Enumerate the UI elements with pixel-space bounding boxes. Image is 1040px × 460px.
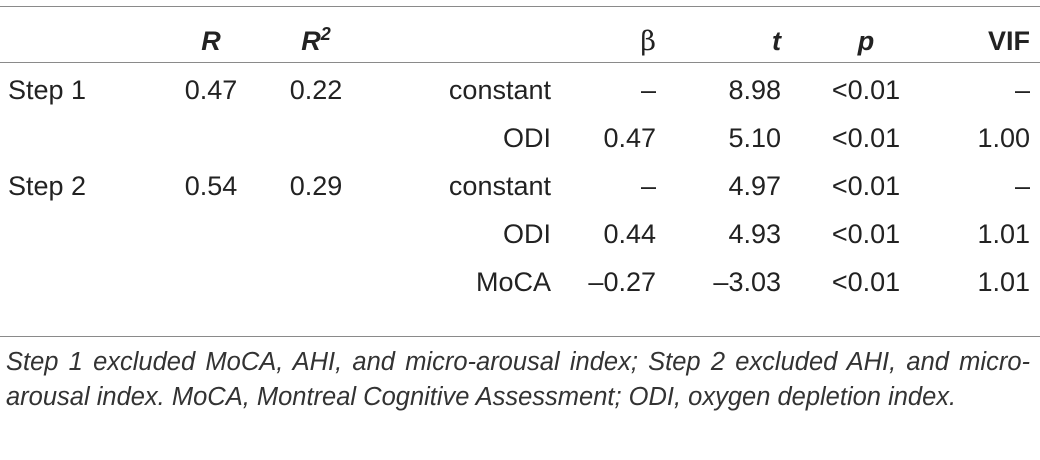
cell-variable: constant xyxy=(448,170,551,201)
regression-table: R R2 β t p VIF Step 1 0.47 0.22 constant… xyxy=(0,16,1040,306)
table-row: ODI 0.44 4.93 <0.01 1.01 xyxy=(0,210,1040,258)
header-vif: VIF xyxy=(987,25,1030,56)
cell-vif: 1.01 xyxy=(977,266,1030,297)
header-row: R R2 β t p VIF xyxy=(0,16,1040,66)
table-footnote: Step 1 excluded MoCA, AHI, and micro-aro… xyxy=(6,348,1030,411)
cell-r2: 0.22 xyxy=(289,74,343,105)
header-r2-base: R xyxy=(301,25,321,56)
table-bottom-rule xyxy=(0,336,1040,337)
cell-t: 5.10 xyxy=(728,122,781,153)
cell-variable: constant xyxy=(448,74,551,105)
header-r2: R2 xyxy=(266,16,366,66)
cell-p: <0.01 xyxy=(831,74,901,105)
cell-r xyxy=(156,258,266,306)
cell-beta: 0.44 xyxy=(603,218,656,249)
header-r2-superscript: 2 xyxy=(320,23,331,44)
cell-r2 xyxy=(266,114,366,162)
header-step xyxy=(0,16,156,66)
header-variable xyxy=(366,16,551,66)
cell-step xyxy=(0,210,156,258)
cell-r xyxy=(156,210,266,258)
table-row: ODI 0.47 5.10 <0.01 1.00 xyxy=(0,114,1040,162)
cell-t: 8.98 xyxy=(728,74,781,105)
cell-r2 xyxy=(266,210,366,258)
table-row: Step 1 0.47 0.22 constant – 8.98 <0.01 – xyxy=(0,66,1040,114)
cell-beta: – xyxy=(640,74,656,105)
header-r: R xyxy=(201,25,221,56)
cell-beta: 0.47 xyxy=(603,122,656,153)
cell-step xyxy=(0,258,156,306)
cell-p: <0.01 xyxy=(831,218,901,249)
cell-r2: 0.29 xyxy=(289,170,343,201)
cell-p: <0.01 xyxy=(831,170,901,201)
cell-variable: ODI xyxy=(502,218,551,249)
cell-vif: – xyxy=(1014,74,1030,105)
table-row: Step 2 0.54 0.29 constant – 4.97 <0.01 – xyxy=(0,162,1040,210)
cell-vif: 1.01 xyxy=(977,218,1030,249)
cell-t: 4.93 xyxy=(728,218,781,249)
cell-vif: – xyxy=(1014,170,1030,201)
header-t: t xyxy=(772,25,781,56)
table-row: MoCA –0.27 –3.03 <0.01 1.01 xyxy=(0,258,1040,306)
cell-step: Step 1 xyxy=(8,74,87,105)
cell-p: <0.01 xyxy=(831,122,901,153)
cell-beta: –0.27 xyxy=(588,266,656,297)
cell-variable: MoCA xyxy=(475,266,551,297)
cell-t: –3.03 xyxy=(713,266,781,297)
cell-r: 0.47 xyxy=(184,74,238,105)
cell-r: 0.54 xyxy=(184,170,238,201)
cell-beta: – xyxy=(640,170,656,201)
table-top-rule xyxy=(0,6,1040,7)
cell-vif: 1.00 xyxy=(977,122,1030,153)
header-p: p xyxy=(857,25,875,56)
cell-t: 4.97 xyxy=(728,170,781,201)
cell-step xyxy=(0,114,156,162)
table-header-rule xyxy=(0,62,1040,63)
header-beta: β xyxy=(640,25,656,57)
cell-step: Step 2 xyxy=(8,170,87,201)
cell-variable: ODI xyxy=(502,122,551,153)
cell-p: <0.01 xyxy=(831,266,901,297)
cell-r2 xyxy=(266,258,366,306)
cell-r xyxy=(156,114,266,162)
